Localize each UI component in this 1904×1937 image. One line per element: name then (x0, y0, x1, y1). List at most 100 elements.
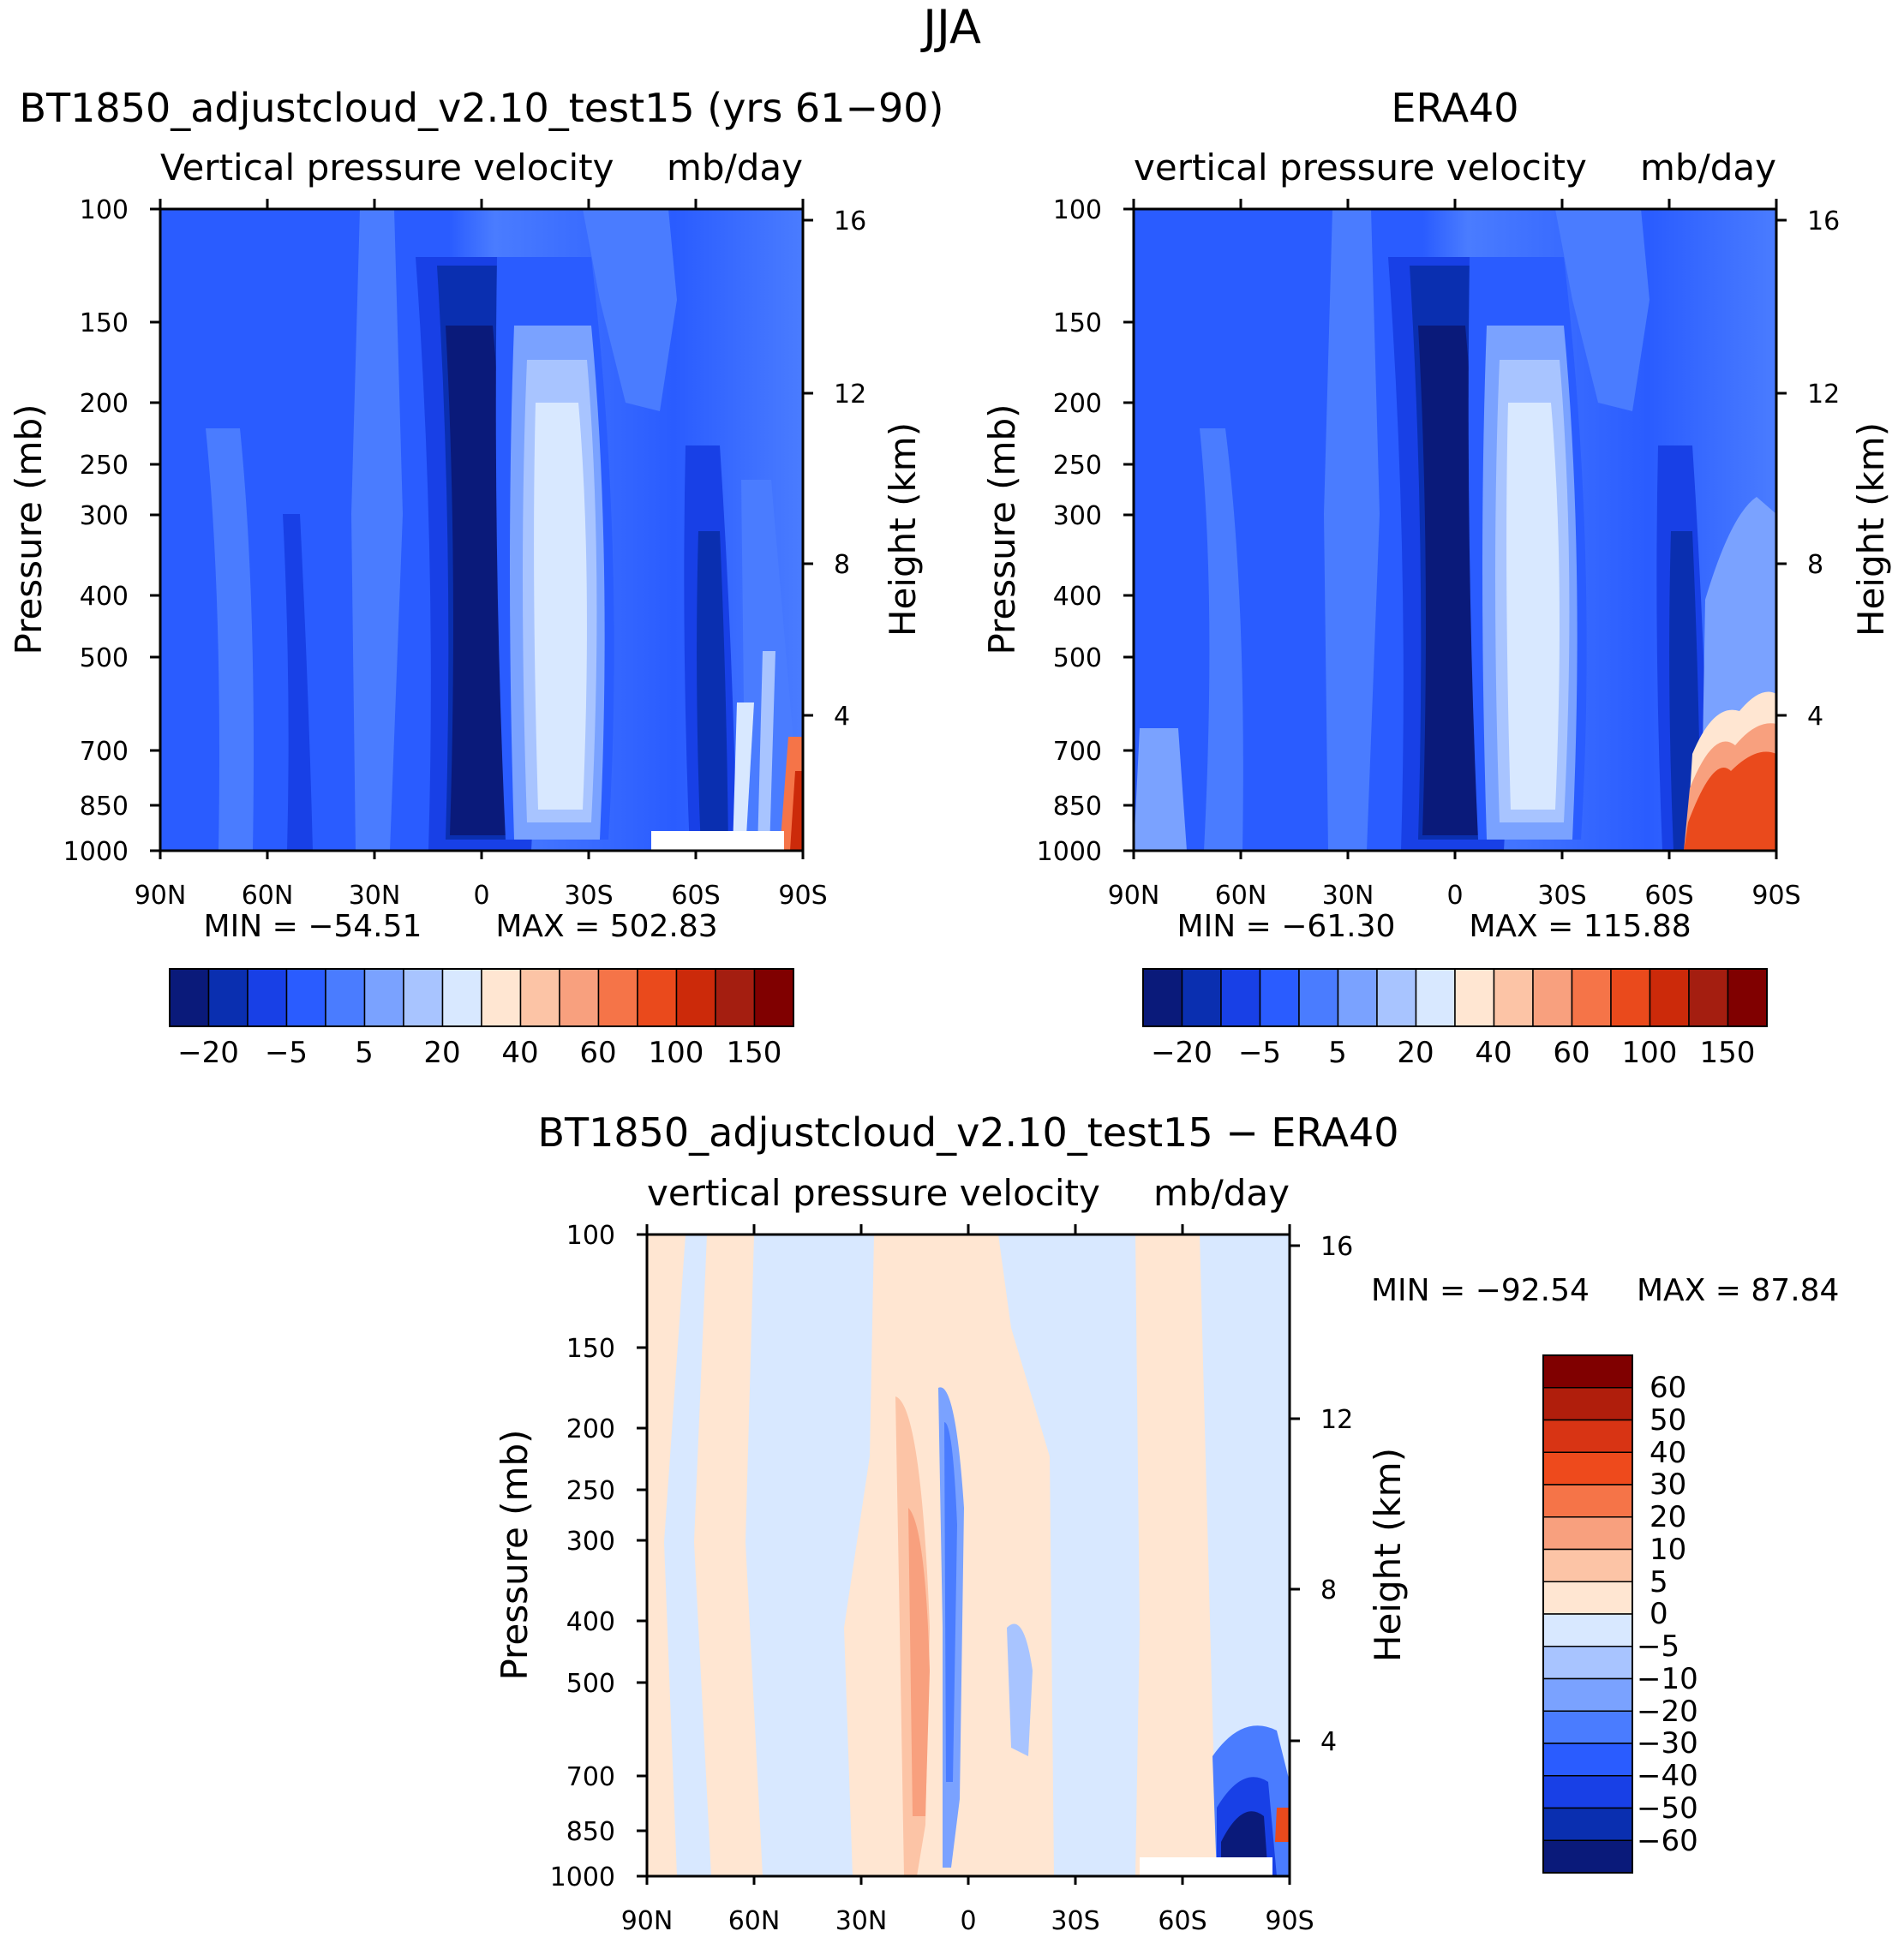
y-tick-label: 100 (1053, 195, 1102, 225)
y-tick-label: 150 (1053, 308, 1102, 338)
x-tick-label: 90S (1751, 881, 1800, 911)
y-tick-label: 100 (566, 1221, 615, 1251)
colorbar-label: −30 (1637, 1726, 1698, 1761)
colorbar-swatches (1542, 1354, 1633, 1874)
max-value: MAX = 502.83 (495, 909, 717, 944)
x-tick-label: 30S (1051, 1906, 1099, 1936)
x-tick-label: 30N (835, 1906, 888, 1936)
colorbar-swatch (675, 968, 716, 1027)
panel-subtitle-units: mb/day (667, 146, 803, 188)
panel-model: BT1850_adjustcloud_v2.10_test15 (yrs 61−… (8, 85, 943, 1070)
colorbar-swatch (1220, 968, 1261, 1027)
colorbar-swatches (169, 968, 794, 1027)
y-axis: 100 150 200 250 300 400 500 700 850 1000… (981, 195, 1134, 867)
colorbar-label: 40 (1650, 1436, 1686, 1470)
y2-tick-label: 12 (834, 380, 866, 410)
panel-subtitle-variable: vertical pressure velocity (1134, 146, 1587, 188)
y-tick-label: 100 (80, 195, 129, 225)
y-tick-label: 200 (80, 389, 129, 419)
contour-field (1134, 209, 1776, 851)
panel-difference: BT1850_adjustcloud_v2.10_test15 − ERA40 … (494, 1109, 1839, 1936)
colorbar-label: 5 (355, 1036, 374, 1070)
colorbar-label: 60 (1650, 1371, 1686, 1405)
colorbar-swatch (1542, 1387, 1633, 1421)
y-tick-label: 400 (566, 1607, 615, 1637)
colorbar-label: 0 (1650, 1597, 1668, 1631)
x-tick-label: 60N (242, 881, 294, 911)
x-tick-label: 60S (671, 881, 720, 911)
y-tick-label: 250 (566, 1476, 615, 1506)
y2-axis: 16 12 8 4 Height (km) (803, 206, 924, 732)
colorbar-swatch (1532, 968, 1573, 1027)
y2-tick-label: 4 (834, 702, 850, 732)
colorbar-swatch (519, 968, 560, 1027)
y-tick-label: 300 (1053, 501, 1102, 531)
x-axis: 90N 60N 30N 0 30S 60S 90S (135, 199, 828, 911)
x-tick-label: 60S (1158, 1906, 1206, 1936)
colorbar-swatch (1727, 968, 1768, 1027)
y-tick-label: 850 (80, 792, 129, 822)
colorbar-label: 5 (1650, 1565, 1668, 1599)
colorbar-swatch (559, 968, 600, 1027)
colorbar-swatches (1142, 968, 1768, 1027)
colorbar-label: 100 (649, 1036, 704, 1070)
colorbar-label: −20 (177, 1036, 239, 1070)
y-tick-label: 250 (80, 451, 129, 481)
y-tick-label: 250 (1053, 451, 1102, 481)
y2-tick-label: 16 (1807, 206, 1840, 236)
y2-tick-label: 8 (1807, 550, 1823, 580)
colorbar-swatch (441, 968, 482, 1027)
min-value: MIN = −92.54 (1371, 1273, 1590, 1308)
y2-tick-label: 4 (1807, 702, 1823, 732)
y-tick-label: 1000 (1037, 837, 1102, 867)
x-tick-label: 60N (728, 1906, 781, 1936)
colorbar-swatch (1688, 968, 1729, 1027)
panel-subtitle-units: mb/day (1153, 1172, 1290, 1214)
max-value: MAX = 115.88 (1469, 909, 1691, 944)
colorbar-swatch (715, 968, 756, 1027)
x-tick-label: 30N (1322, 881, 1374, 911)
panel-era40: ERA40 vertical pressure velocity mb/day (981, 85, 1892, 1070)
y2-axis-title: Height (km) (882, 422, 924, 637)
colorbar-swatch (363, 968, 404, 1027)
colorbar-label: 20 (1397, 1036, 1434, 1070)
y-tick-label: 150 (80, 308, 129, 338)
colorbar-swatch (1542, 1775, 1633, 1809)
y-tick-label: 200 (1053, 389, 1102, 419)
colorbar-swatch (1542, 1581, 1633, 1615)
colorbar-swatch (1542, 1516, 1633, 1551)
panel-subtitle-variable: vertical pressure velocity (647, 1172, 1100, 1214)
colorbar-label: −5 (1637, 1629, 1679, 1664)
colorbar-swatch (1181, 968, 1222, 1027)
y2-axis: 16 12 8 4 Height (km) (1776, 206, 1892, 732)
colorbar-swatch (1542, 1484, 1633, 1518)
colorbar-swatch (1542, 1807, 1633, 1841)
y-tick-label: 850 (1053, 792, 1102, 822)
x-axis: 90N 60N 30N 0 30S 60S 90S (621, 1224, 1314, 1936)
colorbar-swatch (1259, 968, 1300, 1027)
y-tick-label: 850 (566, 1817, 615, 1847)
x-tick-label: 90N (621, 1906, 674, 1936)
panel-subtitle-variable: Vertical pressure velocity (160, 146, 614, 188)
x-tick-label: 90S (778, 881, 827, 911)
y-tick-label: 200 (566, 1414, 615, 1444)
y2-tick-label: 12 (1320, 1405, 1353, 1435)
colorbar-label: 100 (1622, 1036, 1678, 1070)
y-tick-label: 1000 (550, 1862, 615, 1892)
colorbar-label: 50 (1650, 1403, 1686, 1438)
x-tick-label: 0 (473, 881, 489, 911)
x-tick-label: 0 (1446, 881, 1463, 911)
colorbar-swatch (1542, 1548, 1633, 1582)
colorbar-label: −20 (1151, 1036, 1212, 1070)
colorbar-label: 40 (501, 1036, 538, 1070)
contour-field (647, 1235, 1290, 1876)
colorbar-label: −50 (1637, 1791, 1698, 1826)
y-tick-label: 400 (80, 582, 129, 612)
colorbar-swatch (1542, 1646, 1633, 1680)
colorbar-swatch (1298, 968, 1339, 1027)
x-tick-label: 90N (1108, 881, 1160, 911)
colorbar-swatch (1415, 968, 1456, 1027)
x-tick-label: 90S (1265, 1906, 1314, 1936)
colorbar-swatch (1542, 1743, 1633, 1777)
